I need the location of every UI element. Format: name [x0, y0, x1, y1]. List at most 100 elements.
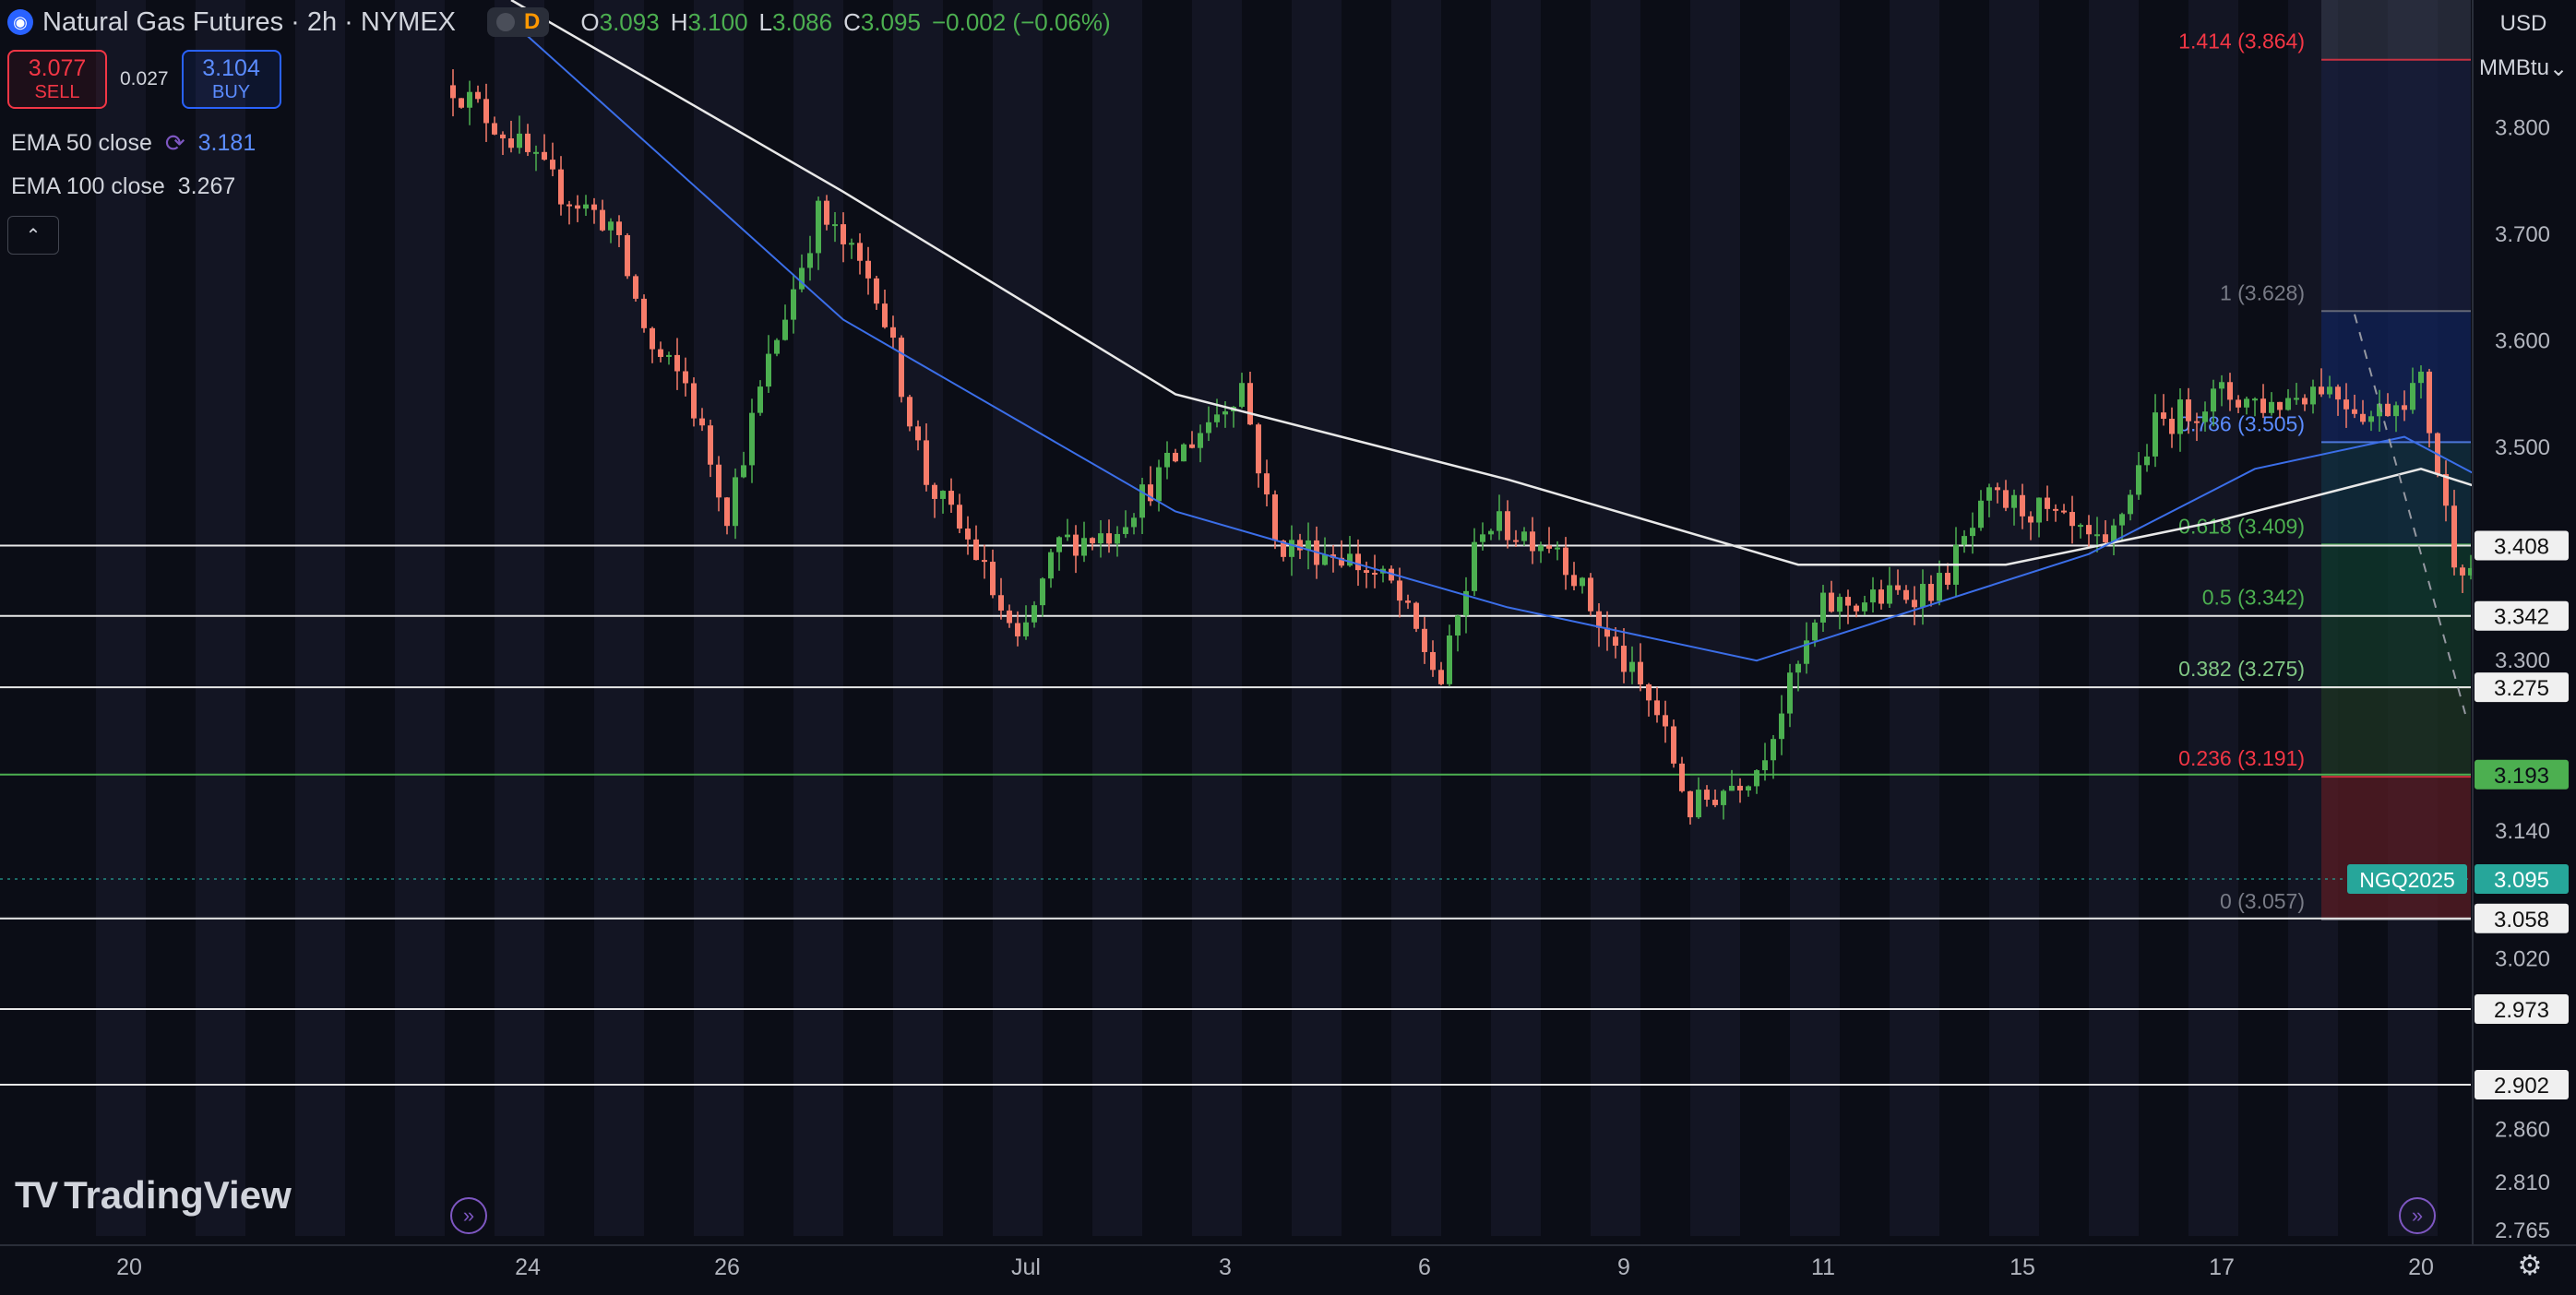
candle-body [1056, 537, 1062, 552]
currency-selector[interactable]: USD [2475, 4, 2572, 44]
candle [2310, 379, 2316, 414]
candle [782, 304, 788, 341]
candle-body [616, 221, 622, 235]
candle [1937, 560, 1942, 606]
candle [1032, 600, 1037, 628]
candle-body [2219, 382, 2224, 389]
candle-body [1646, 683, 1652, 701]
session-pill[interactable]: D [487, 7, 550, 37]
candle [749, 398, 755, 483]
candle [1306, 522, 1311, 570]
candle [1588, 573, 1593, 616]
candle-body [2161, 412, 2166, 419]
candle-body [2410, 383, 2415, 410]
candle [1413, 601, 1419, 633]
candle-body [1945, 573, 1950, 585]
candle-body [1679, 763, 1685, 791]
candle-body [1804, 640, 1809, 664]
unit-selector[interactable]: MMBtu ⌄ [2475, 48, 2572, 89]
candle [1488, 529, 1494, 541]
candle-body [2302, 398, 2308, 405]
candle-body [1688, 790, 1693, 818]
candle [1115, 526, 1120, 557]
candle [849, 238, 854, 259]
ohlc-open: 3.093 [599, 7, 660, 36]
candle [1530, 517, 1535, 564]
candle-body [674, 354, 680, 372]
ema50-line [510, 20, 2576, 662]
candle-body [899, 338, 904, 398]
candle-body [2119, 514, 2125, 526]
fib-zone [2321, 544, 2471, 616]
candle-body [1571, 575, 1577, 587]
collapse-legend-button[interactable]: ⌃ [7, 216, 59, 255]
candle-body [733, 477, 738, 527]
candle-body [2061, 510, 2067, 513]
candle [1040, 576, 1045, 617]
candle-body [948, 491, 954, 505]
session-band [1491, 0, 1541, 1236]
candle [2219, 374, 2224, 407]
candle [2360, 399, 2366, 425]
ema50-legend[interactable]: EMA 50 close ⟳ 3.181 [11, 129, 256, 158]
candle-body [1795, 663, 1801, 673]
candle [1704, 785, 1710, 807]
candle [2252, 397, 2258, 417]
fib-levels: 1.414 (3.864)1 (3.628)0.786 (3.505)0.618… [2178, 30, 2471, 921]
buy-button[interactable]: 3.104 BUY [181, 50, 281, 109]
candle [1663, 700, 1668, 743]
ohlc-close-key: C [843, 7, 861, 36]
fib-label: 0.236 (3.191) [2178, 746, 2305, 770]
ohlc-high-key: H [670, 7, 688, 36]
candle [633, 274, 638, 303]
x-tick-label: 9 [1617, 1254, 1630, 1280]
candle [1355, 539, 1361, 587]
candle-body [1712, 800, 1718, 805]
candle [525, 124, 531, 157]
y-tick-label: 3.600 [2495, 329, 2550, 354]
candle-body [1123, 527, 1128, 534]
candle [1131, 513, 1137, 535]
candle [1912, 586, 1917, 625]
candle [2177, 387, 2183, 452]
candle [1903, 585, 1909, 604]
session-band [594, 0, 644, 1236]
candle [1098, 520, 1103, 558]
candle-body [2393, 405, 2399, 417]
sync-icon[interactable]: ⟳ [164, 129, 185, 157]
candle [1571, 562, 1577, 591]
candle-body [533, 151, 539, 154]
candle [857, 232, 863, 275]
jump-right-icon[interactable]: » [2399, 1197, 2436, 1234]
candle [2277, 401, 2283, 419]
tradingview-logo: TV TradingView [15, 1173, 292, 1218]
sell-button[interactable]: 3.077 SELL [7, 50, 107, 109]
candle-body [915, 426, 921, 441]
candle [1962, 529, 1967, 553]
candle-body [2343, 399, 2349, 410]
candle [1729, 769, 1735, 791]
candle-body [749, 412, 755, 466]
x-tick-label: 15 [2010, 1254, 2035, 1280]
candle-body [1422, 628, 1427, 652]
gear-icon[interactable]: ⚙ [2517, 1250, 2543, 1281]
candle [1978, 490, 1984, 531]
symbol-title[interactable]: Natural Gas Futures · 2h · NYMEX [42, 6, 457, 37]
candle [1090, 537, 1095, 551]
candle [2294, 383, 2299, 405]
session-band [295, 0, 345, 1236]
candle [2194, 412, 2200, 442]
candle-body [1986, 487, 1992, 501]
candle [907, 394, 912, 432]
candle [2260, 384, 2266, 419]
candle-body [666, 354, 672, 357]
candle [1521, 527, 1527, 546]
candle [2393, 401, 2399, 433]
ema100-legend[interactable]: EMA 100 close 3.267 [11, 173, 235, 200]
candle-body [1455, 615, 1461, 636]
candle [608, 218, 614, 244]
jump-left-icon[interactable]: » [450, 1197, 487, 1234]
candle [483, 83, 489, 142]
candle [1870, 576, 1876, 613]
